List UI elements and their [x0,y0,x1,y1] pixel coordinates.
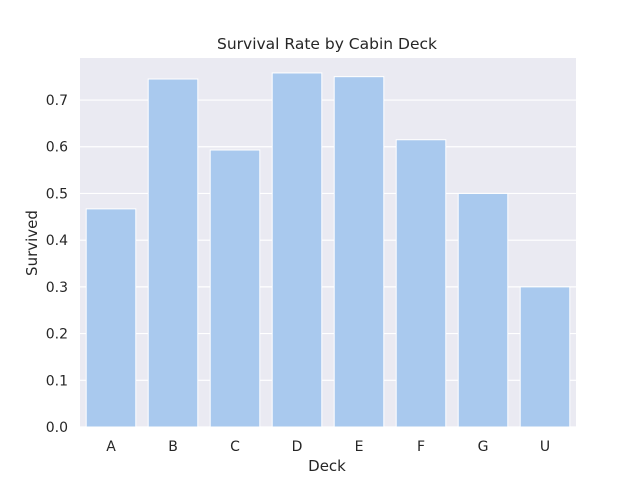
x-tick-label: D [292,439,303,455]
x-tick-label: U [540,439,550,455]
x-axis-label: Deck [308,457,346,475]
bar-b [147,78,199,428]
bar-f [395,139,447,428]
bar-d [271,72,323,428]
bars [85,72,571,428]
y-tick-label: 0.3 [46,280,68,296]
bar-a [85,208,137,428]
chart-title: Survival Rate by Cabin Deck [217,35,437,53]
y-tick-label: 0.6 [46,140,68,156]
x-tick-label: F [417,439,425,455]
bar-u [519,286,571,428]
y-tick-label: 0.5 [46,186,68,202]
x-tick-label: G [478,439,489,455]
y-tick-label: 0.2 [46,327,68,343]
x-tick-label: C [230,439,240,455]
y-tick-labels: 0.0 0.1 0.2 0.3 0.4 0.5 0.6 0.7 [46,93,68,436]
y-tick-label: 0.1 [46,373,68,389]
y-tick-label: 0.4 [46,233,68,249]
bar-c [209,149,261,428]
y-tick-label: 0.0 [46,420,68,436]
x-tick-label: E [355,439,364,455]
bar-e [333,76,385,428]
y-tick-label: 0.7 [46,93,68,109]
y-axis-label: Survived [23,210,41,276]
x-tick-label: B [168,439,178,455]
bar-g [457,192,509,428]
x-tick-label: A [106,439,116,455]
